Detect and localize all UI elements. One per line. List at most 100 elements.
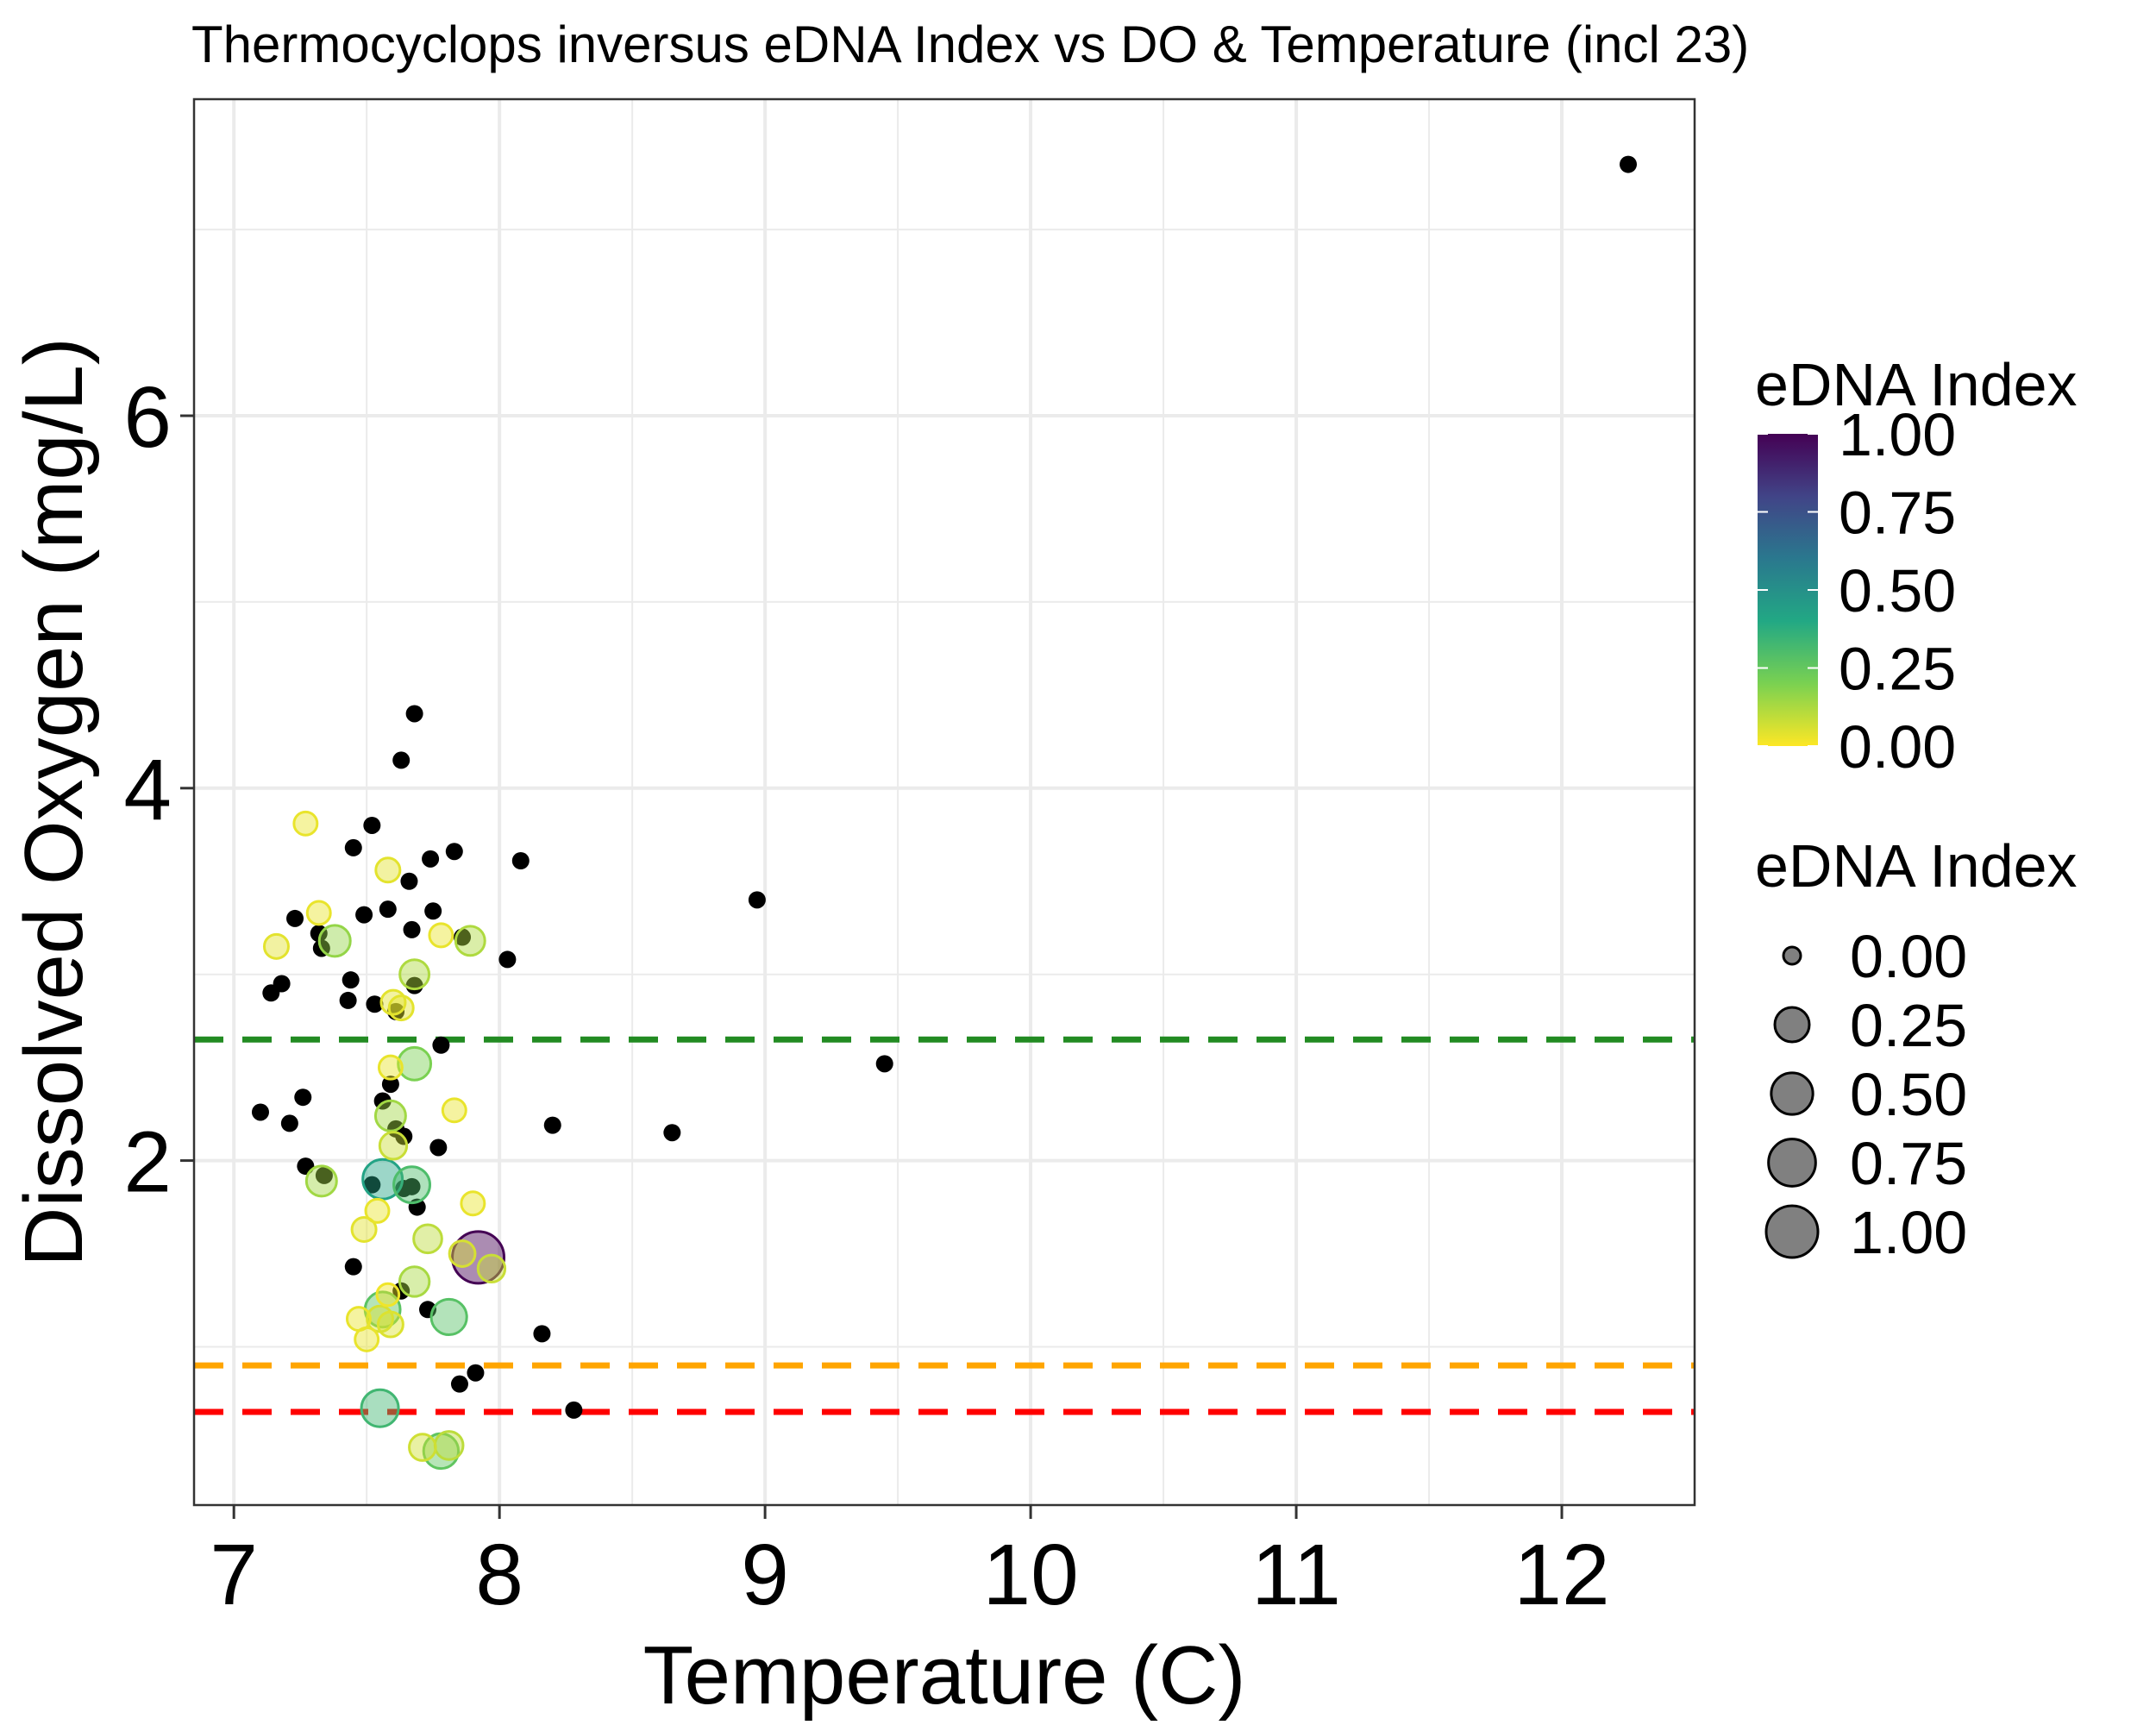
x-tick-label: 9 — [741, 1527, 789, 1623]
edna-point — [377, 1054, 404, 1081]
na-point — [366, 995, 384, 1013]
na-point — [543, 1116, 561, 1134]
edna-point — [448, 1239, 477, 1268]
edna-point — [397, 1045, 433, 1082]
color-legend-title: eDNA Index — [1755, 351, 2078, 418]
edna-point — [428, 922, 454, 949]
na-point — [403, 920, 421, 938]
y-axis: 2 4 6 — [123, 369, 194, 1211]
na-point — [342, 971, 360, 989]
na-point — [392, 751, 411, 769]
na-point-layer — [251, 155, 1638, 1419]
edna-point — [304, 1164, 338, 1198]
edna-point — [412, 1223, 443, 1255]
plot-background — [194, 99, 1695, 1505]
na-point — [381, 1076, 399, 1094]
edna-point — [292, 810, 319, 837]
na-point — [251, 1103, 269, 1121]
edna-point — [408, 1433, 437, 1462]
edna-point — [433, 1430, 465, 1461]
x-tick-label: 10 — [982, 1527, 1078, 1623]
y-axis-title: Dissolved Oxygen (mg/L) — [8, 337, 100, 1267]
edna-point — [360, 1388, 400, 1428]
edna-point — [305, 900, 332, 926]
edna-point — [429, 1297, 468, 1337]
edna-point — [376, 1310, 404, 1339]
y-tick-label: 4 — [123, 742, 172, 838]
edna-point — [476, 1253, 507, 1283]
grid-lines — [194, 99, 1695, 1505]
edna-point — [350, 1215, 378, 1243]
na-point — [533, 1325, 551, 1343]
na-point — [663, 1124, 681, 1142]
size-legend-key — [1782, 945, 1802, 966]
y-tick-label: 2 — [123, 1114, 172, 1211]
size-legend-key — [1767, 1138, 1817, 1188]
size-legend-key — [1770, 1071, 1814, 1116]
na-point — [875, 1055, 893, 1073]
na-point — [1620, 155, 1638, 173]
colorbar-label: 0.50 — [1839, 557, 1956, 624]
na-point — [511, 852, 530, 870]
edna-point — [387, 994, 415, 1022]
colorbar-label: 1.00 — [1839, 401, 1956, 468]
na-point — [286, 909, 304, 927]
size-legend-title: eDNA Index — [1755, 832, 2078, 900]
x-tick-label: 11 — [1251, 1527, 1341, 1623]
na-point — [344, 838, 362, 856]
colorbar-label: 0.75 — [1839, 480, 1956, 547]
na-point — [280, 1114, 298, 1132]
plot-panel-border — [192, 97, 1696, 1507]
na-point — [445, 843, 463, 861]
na-point — [262, 984, 280, 1002]
edna-point — [361, 1157, 404, 1201]
na-point — [355, 906, 373, 924]
na-point — [363, 1176, 381, 1194]
na-point — [395, 1179, 413, 1197]
na-point — [432, 1036, 450, 1054]
na-point — [339, 991, 357, 1009]
edna-point — [364, 1197, 391, 1224]
x-axis: 7 8 9 10 11 12 — [210, 1505, 1610, 1623]
y-tick-label: 6 — [123, 369, 172, 466]
edna-point-layer — [262, 810, 507, 1471]
na-point — [363, 816, 381, 834]
na-point — [429, 1138, 448, 1157]
edna-point — [398, 958, 431, 991]
size-legend-label: 0.00 — [1850, 923, 1967, 990]
na-point — [405, 976, 423, 994]
edna-point — [374, 856, 402, 884]
edna-point — [451, 1230, 506, 1285]
size-legend-label: 0.25 — [1850, 992, 1967, 1059]
size-legend-label: 1.00 — [1850, 1199, 1967, 1266]
size-legend: eDNA Index 0.000.250.500.751.00 — [1755, 832, 2078, 1266]
edna-point — [378, 1131, 409, 1161]
na-point — [565, 1401, 583, 1419]
edna-point — [398, 1265, 431, 1298]
na-point — [467, 1364, 485, 1382]
chart-title: Thermocyclops inversus eDNA Index vs DO … — [191, 16, 1749, 73]
na-point — [315, 1166, 333, 1184]
x-axis-title: Temperature (C) — [643, 1629, 1246, 1722]
na-point — [400, 872, 418, 890]
na-point — [422, 850, 440, 868]
edna-point — [441, 1097, 467, 1124]
size-legend-key — [1773, 1006, 1811, 1044]
na-point — [294, 1088, 312, 1107]
color-legend: eDNA Index 1.00 0.75 0.50 0.25 0.00 — [1755, 351, 2078, 781]
edna-point — [373, 1099, 407, 1132]
x-tick-label: 8 — [475, 1527, 523, 1623]
size-legend-key — [1764, 1204, 1820, 1259]
edna-point — [262, 932, 290, 960]
edna-point — [454, 925, 486, 957]
na-point — [450, 1375, 468, 1393]
size-legend-label: 0.50 — [1850, 1061, 1967, 1128]
edna-point — [392, 1165, 431, 1205]
na-point — [748, 891, 766, 909]
edna-point — [375, 1282, 401, 1308]
na-point — [424, 902, 442, 920]
edna-point — [354, 1326, 380, 1352]
colorbar-label: 0.25 — [1839, 636, 1956, 703]
na-point — [379, 900, 397, 919]
